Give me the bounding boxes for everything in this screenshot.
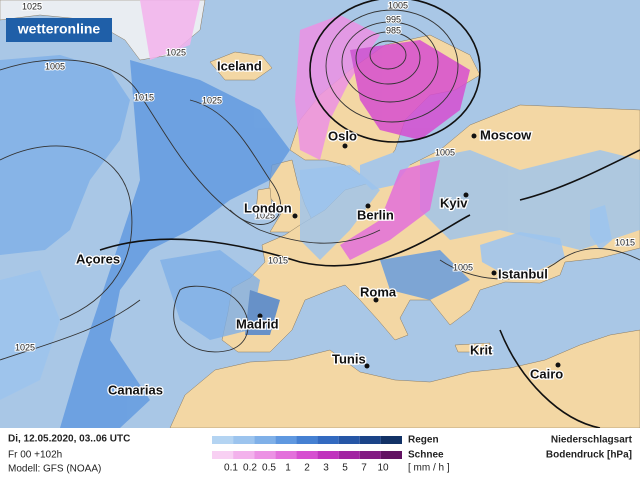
isobar-label: 1025 xyxy=(15,342,35,352)
city-label: Cairo xyxy=(530,366,563,381)
isobar-label: 1005 xyxy=(45,61,65,71)
scale-label: 7 xyxy=(361,463,367,474)
city-label: Canarias xyxy=(108,382,163,397)
city-label: Oslo xyxy=(328,128,357,143)
model: Modell: GFS (NOAA) xyxy=(8,464,101,475)
snow-swatch xyxy=(380,451,402,459)
snow-swatch xyxy=(338,451,360,459)
scale-label: 0.1 xyxy=(224,463,238,474)
scale-label: 10 xyxy=(377,463,389,474)
rain-swatch xyxy=(212,436,234,444)
snow-label: Schnee xyxy=(408,450,444,461)
scale-label: 3 xyxy=(323,463,329,474)
rain-swatch xyxy=(338,436,360,444)
scale-label: 1 xyxy=(285,463,291,474)
city-label: London xyxy=(244,200,292,215)
isobar-label: 1015 xyxy=(615,237,635,247)
isobar-labels: 1025 1005 995 985 1025 1005 1015 1025 10… xyxy=(14,0,636,353)
scale-label: 0.5 xyxy=(262,463,276,474)
rain-swatch xyxy=(296,436,318,444)
snow-swatch xyxy=(254,451,276,459)
city-label: Tunis xyxy=(332,351,366,366)
isobar-label: 1015 xyxy=(268,255,288,265)
city-label: Açores xyxy=(76,251,120,266)
isobar-label: 1025 xyxy=(255,210,275,220)
isobar-label: 985 xyxy=(386,25,401,35)
pressure-title: Bodendruck [hPa] xyxy=(546,450,632,461)
isobar-label: 1005 xyxy=(453,262,473,272)
rain-swatch xyxy=(359,436,381,444)
isobar-label: 1025 xyxy=(22,1,42,11)
logo: wetteronline xyxy=(17,21,101,37)
snow-swatch xyxy=(359,451,381,459)
city-label: Kyiv xyxy=(440,195,468,210)
isobar-label: 1015 xyxy=(134,92,154,102)
city-label: Iceland xyxy=(217,58,262,73)
rain-swatch xyxy=(233,436,255,444)
date: Di, 12.05.2020, 03..06 UTC xyxy=(8,434,130,445)
scale-label: 5 xyxy=(342,463,348,474)
city-label: Krit xyxy=(470,342,493,357)
run: Fr 00 +102h xyxy=(8,450,62,461)
unit: [ mm / h ] xyxy=(408,463,450,474)
city-label: Roma xyxy=(360,284,397,299)
isobar-label: 1005 xyxy=(435,147,455,157)
city-label: Moscow xyxy=(480,127,532,142)
rain-swatch xyxy=(275,436,297,444)
logo-box xyxy=(6,18,112,42)
type-title: Niederschlagsart xyxy=(551,435,633,446)
city-label: Berlin xyxy=(357,207,394,222)
snow-swatch xyxy=(317,451,339,459)
isobar-label: 1025 xyxy=(166,47,186,57)
rain-swatch xyxy=(254,436,276,444)
scale-label: 2 xyxy=(304,463,310,474)
snow-swatch xyxy=(275,451,297,459)
rain-label: Regen xyxy=(408,435,439,446)
legend: 0.1 0.2 0.5 1 2 3 5 7 10 xyxy=(212,436,402,474)
isobar-label: 1025 xyxy=(202,95,222,105)
rain-swatch xyxy=(317,436,339,444)
isobar-label: 1005 xyxy=(388,0,408,10)
snow-swatch xyxy=(233,451,255,459)
snow-swatch xyxy=(296,451,318,459)
scale-label: 0.2 xyxy=(243,463,257,474)
city-label: Madrid xyxy=(236,316,279,331)
city-label: Istanbul xyxy=(498,266,548,281)
rain-areas xyxy=(0,55,640,428)
city-dots xyxy=(257,133,561,369)
cities: Iceland Oslo Moscow London Berlin Kyiv A… xyxy=(75,57,565,399)
isobars xyxy=(0,0,640,429)
snow-areas xyxy=(140,0,470,260)
snow-swatch xyxy=(212,451,234,459)
isobar-label: 995 xyxy=(386,14,401,24)
rain-swatch xyxy=(380,436,402,444)
